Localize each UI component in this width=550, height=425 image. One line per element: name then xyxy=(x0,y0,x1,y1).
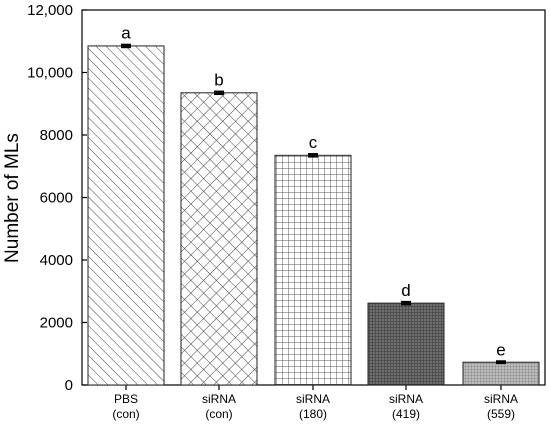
y-tick-label: 12,000 xyxy=(27,2,73,19)
y-axis-title: Number of MLs xyxy=(2,133,23,263)
y-tick-label: 0 xyxy=(65,377,73,394)
category-label: siRNA (con) xyxy=(202,392,236,421)
error-bar xyxy=(121,43,131,49)
y-tick-label: 2000 xyxy=(40,315,73,332)
significance-labels: a b c d e xyxy=(121,24,505,360)
category-label: siRNA (559) xyxy=(484,392,518,421)
category-label: siRNA (419) xyxy=(389,392,423,421)
y-tick-label: 4000 xyxy=(40,252,73,269)
error-bars xyxy=(121,43,506,365)
bar xyxy=(180,92,258,386)
category-label: siRNA (180) xyxy=(296,392,330,421)
bar xyxy=(274,154,352,386)
error-bar xyxy=(308,153,318,158)
x-axis xyxy=(125,385,502,390)
significance-letter: b xyxy=(214,71,223,90)
category-label: PBS (con) xyxy=(112,392,139,421)
significance-letter: d xyxy=(401,281,410,300)
significance-letter: e xyxy=(496,340,505,359)
significance-letter: c xyxy=(309,133,318,152)
bar xyxy=(87,45,165,386)
error-bar xyxy=(401,300,411,306)
y-tick-label: 6000 xyxy=(40,190,73,207)
error-bar xyxy=(214,90,224,96)
bar xyxy=(462,361,540,386)
error-bar xyxy=(496,360,506,365)
y-tick-label: 8000 xyxy=(40,127,73,144)
category-labels: PBS (con) siRNA (con) siRNA (180) siRNA (419) si… xyxy=(112,392,518,421)
bar xyxy=(367,302,445,386)
significance-letter: a xyxy=(121,24,131,43)
y-axis: 0 2000 4000 6000 8000 10,000 12,000 xyxy=(27,2,87,394)
bars xyxy=(87,45,540,386)
y-tick-label: 10,000 xyxy=(27,65,73,82)
